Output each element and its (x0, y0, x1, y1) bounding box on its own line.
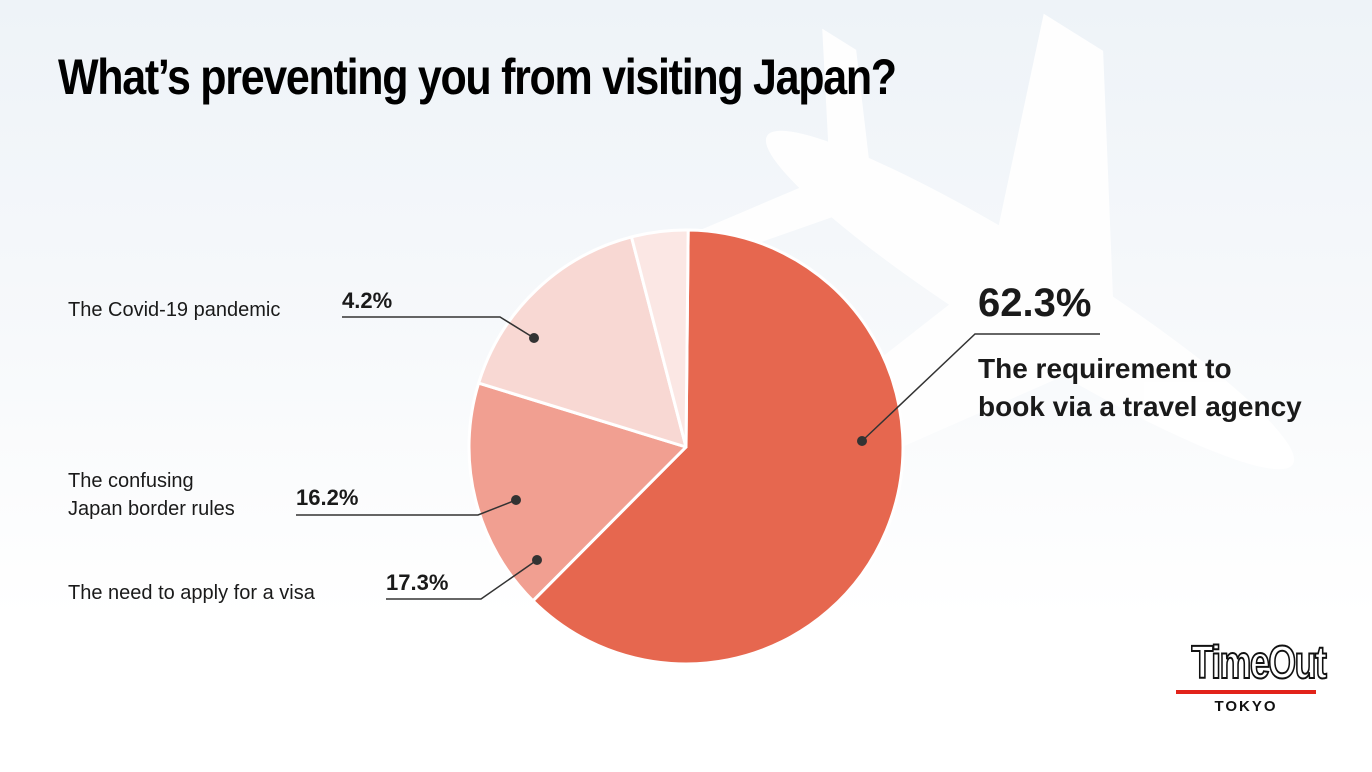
pie-slice-visa (467, 381, 688, 603)
cat-label-border-rules-line-1: The confusing (68, 470, 194, 492)
timeout-tokyo-logo: TimeOut TOKYO (1176, 635, 1328, 715)
pie-slices (467, 228, 905, 666)
cat-label-visa: The need to apply for a visa (68, 582, 316, 604)
pie-slice-covid (629, 228, 690, 449)
logo-divider (1176, 690, 1316, 694)
pct-label-border-rules: 16.2% (296, 485, 358, 510)
logo-wordmark: TimeOut (1191, 635, 1328, 689)
leader-dot-covid (529, 333, 539, 343)
pie-slice-travel-agency (531, 228, 905, 666)
leader-lines (296, 316, 1100, 600)
cat-label-border-rules-line-2: Japan border rules (68, 498, 235, 520)
pie-slice-border-rules (477, 235, 688, 449)
leader-line-visa (386, 559, 538, 600)
leader-dot-travel-agency (857, 436, 867, 446)
leader-line-border-rules (296, 499, 517, 516)
leader-dot-visa (532, 555, 542, 565)
pct-label-visa: 17.3% (386, 570, 448, 595)
cat-label-covid: The Covid-19 pandemic (68, 299, 280, 321)
pct-label-travel-agency: 62.3% (978, 281, 1091, 325)
chart-title: What’s preventing you from visiting Japa… (58, 49, 897, 105)
cat-label-travel-agency-line-2: book via a travel agency (978, 391, 1302, 422)
leader-line-covid (342, 316, 535, 339)
cat-label-travel-agency-line-1: The requirement to (978, 353, 1232, 384)
logo-city: TOKYO (1214, 698, 1278, 715)
leader-dot-border-rules (511, 495, 521, 505)
pct-label-covid: 4.2% (342, 288, 392, 313)
leader-line-travel-agency (861, 333, 1100, 442)
